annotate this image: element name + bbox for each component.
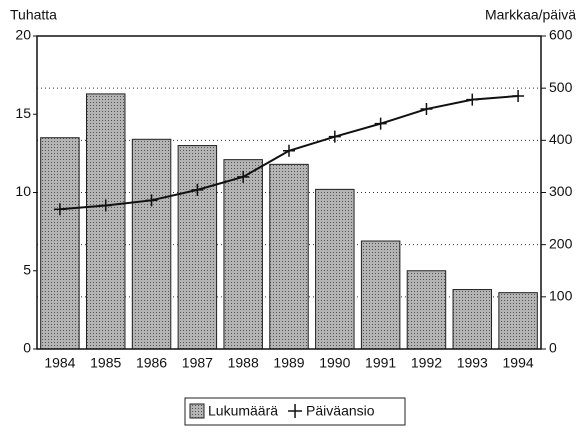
x-tick-label: 1994	[503, 355, 534, 371]
line-marker	[53, 203, 66, 216]
y2-tick-label: 0	[549, 340, 557, 356]
bar	[40, 137, 80, 350]
y2-axis-label: Markkaa/päivä	[485, 7, 576, 23]
line-marker	[99, 199, 112, 212]
y2-tick-label: 100	[549, 288, 573, 304]
x-tick-label: 1986	[136, 355, 167, 371]
bar	[360, 240, 401, 350]
line-marker	[191, 183, 204, 196]
x-tick-label: 1991	[365, 355, 396, 371]
x-tick-label: 1992	[411, 355, 442, 371]
x-tick-label: 1989	[273, 355, 304, 371]
legend-box	[184, 397, 406, 426]
bar	[223, 159, 263, 350]
bar	[85, 93, 126, 350]
y-tick-label: 15	[15, 105, 31, 121]
line-marker	[283, 144, 295, 157]
y-tick-label: 10	[15, 183, 31, 199]
line-marker	[328, 130, 341, 143]
bar	[452, 289, 493, 350]
y2-tick-label: 300	[549, 183, 573, 199]
line-marker	[466, 93, 479, 106]
line-marker	[145, 194, 158, 207]
line-marker	[512, 89, 525, 102]
y2-tick-label: 500	[549, 79, 573, 95]
line-marker	[420, 103, 433, 116]
bar	[131, 138, 172, 350]
x-tick-label: 1993	[457, 355, 488, 371]
y2-tick-label: 400	[549, 131, 573, 147]
x-tick-label: 1987	[182, 355, 213, 371]
x-tick-label: 1990	[319, 355, 350, 371]
y2-tick-label: 200	[549, 235, 573, 251]
bar	[269, 163, 309, 350]
x-tick-label: 1985	[90, 355, 121, 371]
y-tick-label: 0	[23, 340, 31, 356]
bar	[315, 188, 355, 350]
bar	[406, 270, 447, 350]
legend-swatch	[288, 404, 303, 418]
x-tick-label: 1984	[44, 355, 75, 371]
legend-swatch	[189, 403, 205, 419]
y2-tick-label: 600	[549, 27, 573, 43]
line-marker	[237, 170, 250, 183]
y-tick-label: 20	[15, 27, 31, 43]
y-tick-label: 5	[23, 261, 31, 277]
line-marker	[374, 117, 387, 130]
legend-label: Lukumäärä	[208, 403, 278, 419]
bar	[498, 292, 538, 350]
legend-label: Päiväansio	[306, 403, 375, 419]
x-tick-label: 1988	[228, 355, 259, 371]
bar	[177, 145, 218, 350]
plot-frame	[36, 35, 542, 350]
y-axis-label: Tuhatta	[10, 7, 57, 23]
